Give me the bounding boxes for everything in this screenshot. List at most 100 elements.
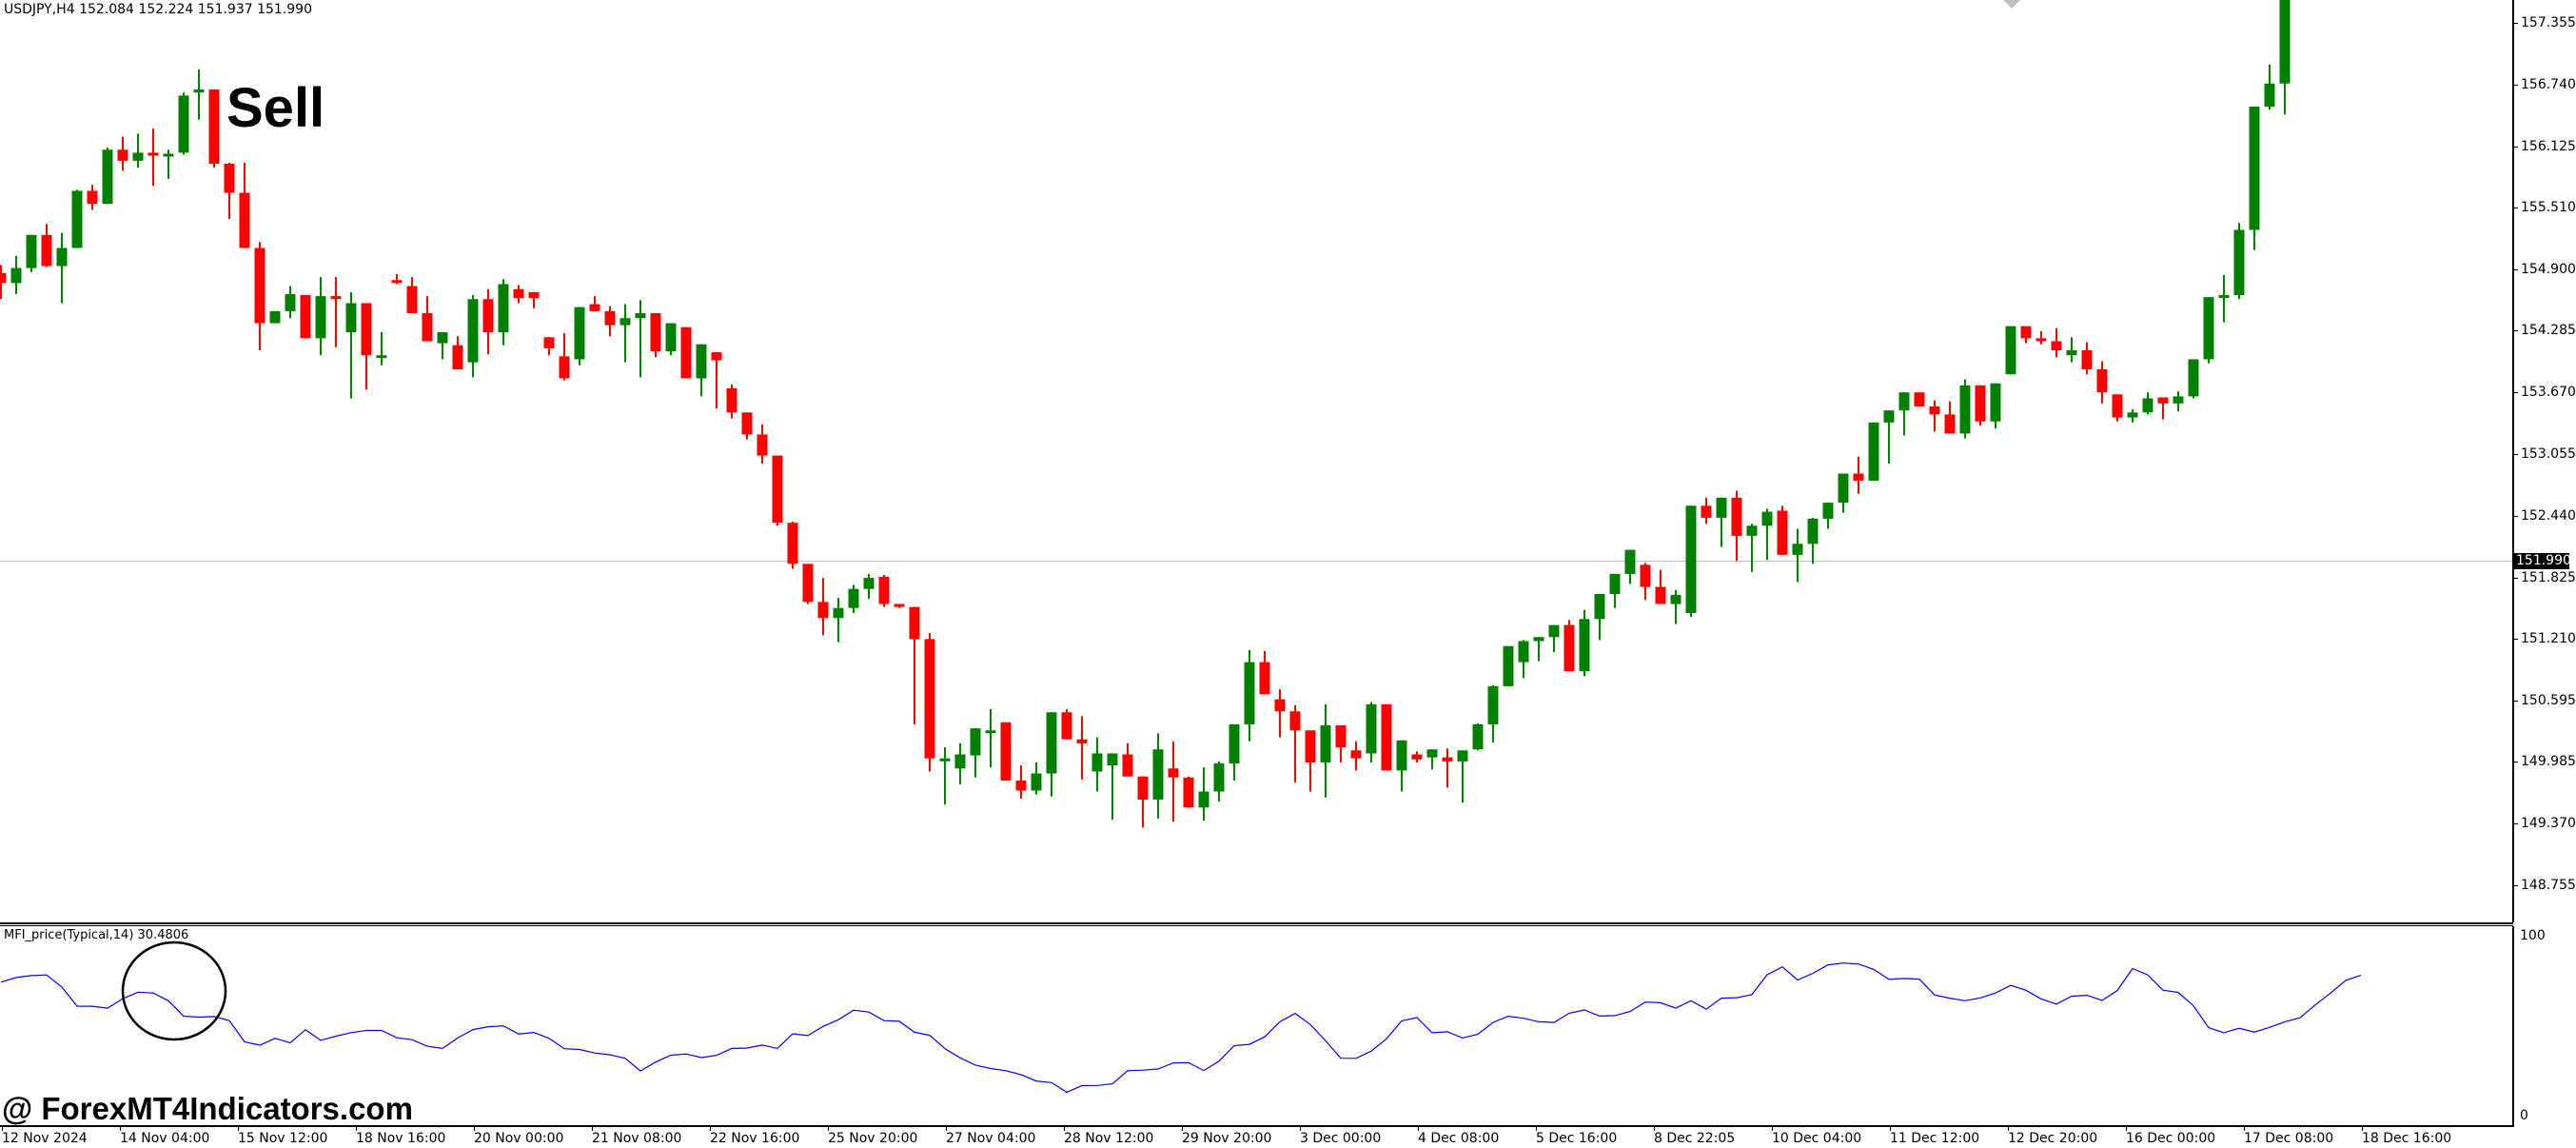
time-tick-label: 18 Dec 16:00 xyxy=(2362,1131,2452,1146)
candle xyxy=(635,300,646,378)
time-tick-label: 3 Dec 00:00 xyxy=(1300,1131,1382,1146)
mfi-line xyxy=(0,962,2362,1094)
time-tick-mark xyxy=(710,1125,711,1131)
time-tick-mark xyxy=(238,1125,239,1131)
candle xyxy=(1807,517,1819,564)
candle xyxy=(1076,716,1088,780)
time-tick-label: 14 Nov 04:00 xyxy=(120,1131,210,1146)
time-tick-label: 5 Dec 16:00 xyxy=(1536,1131,1618,1146)
time-axis[interactable]: 12 Nov 2024 14 Nov 04:00 15 Nov 12:00 18 No… xyxy=(0,1125,2514,1148)
candle xyxy=(1259,651,1270,695)
price-tick-mark xyxy=(2512,330,2518,331)
time-tick-label: 10 Dec 04:00 xyxy=(1772,1131,1862,1146)
candle xyxy=(147,129,159,187)
candle xyxy=(954,742,966,785)
time-tick-mark xyxy=(2362,1125,2363,1131)
candle xyxy=(1944,401,1956,434)
price-axis[interactable]: 157.355 156.740 156.125 155.510 154.900 154.2… xyxy=(2512,0,2576,922)
candle xyxy=(178,92,189,155)
candle xyxy=(1792,528,1803,583)
candle xyxy=(1015,765,1027,799)
price-tick-mark xyxy=(2512,85,2518,86)
candle xyxy=(985,709,996,768)
sell-signal-label: Sell xyxy=(226,77,325,139)
mfi-line-series xyxy=(0,962,2362,1094)
candle xyxy=(1655,569,1666,604)
candle xyxy=(117,136,128,171)
candle xyxy=(224,162,235,219)
mfi-axis[interactable]: 100 0 xyxy=(2512,926,2576,1125)
candle xyxy=(2051,327,2062,358)
pane-separator[interactable] xyxy=(0,922,2513,926)
candle xyxy=(1442,748,1453,788)
candle xyxy=(543,337,555,356)
price-tick-mark xyxy=(2512,578,2518,579)
price-chart-pane[interactable]: USDJPY,H4 152.084 152.224 151.937 151.99… xyxy=(0,0,2512,922)
candle xyxy=(878,574,890,607)
candle xyxy=(132,133,144,168)
time-tick-label: 16 Dec 00:00 xyxy=(2126,1131,2216,1146)
candle xyxy=(330,277,342,347)
time-tick-label: 12 Dec 20:00 xyxy=(2008,1131,2098,1146)
candle xyxy=(87,185,98,210)
time-tick-label: 22 Nov 16:00 xyxy=(710,1131,800,1146)
candle xyxy=(254,242,265,350)
candle xyxy=(680,327,692,379)
candle xyxy=(376,332,387,366)
candle xyxy=(1229,723,1240,781)
candle xyxy=(1411,751,1423,762)
candle xyxy=(1031,762,1042,795)
candle xyxy=(498,279,509,346)
candle xyxy=(315,277,326,356)
candle xyxy=(1898,392,1910,436)
candle xyxy=(2066,337,2077,363)
time-tick-label: 12 Nov 2024 xyxy=(2,1131,88,1146)
time-tick-label: 18 Nov 16:00 xyxy=(356,1131,446,1146)
time-tick-mark xyxy=(474,1125,475,1131)
price-tick-label: 150.595 xyxy=(2521,693,2576,708)
mfi-indicator-pane[interactable]: MFI_price(Typical,14) 30.4806 xyxy=(0,926,2512,1125)
candle xyxy=(1244,649,1255,742)
price-tick-label: 153.670 xyxy=(2521,385,2576,400)
candle xyxy=(1061,709,1072,740)
time-tick-mark xyxy=(1654,1125,1655,1131)
candle xyxy=(1381,703,1392,771)
time-tick-mark xyxy=(120,1125,121,1131)
price-tick-label: 155.510 xyxy=(2521,200,2576,215)
candle xyxy=(1731,490,1742,562)
mfi-axis-max-label: 100 xyxy=(2520,928,2546,943)
candle xyxy=(924,633,935,772)
price-tick-mark xyxy=(2512,516,2518,517)
mfi-indicator-title: MFI_price(Typical,14) 30.4806 xyxy=(4,928,189,942)
candle xyxy=(574,307,585,366)
candle xyxy=(208,89,220,168)
candle xyxy=(589,296,600,311)
time-tick-label: 11 Dec 12:00 xyxy=(1890,1131,1980,1146)
candle xyxy=(2081,342,2093,375)
candle xyxy=(71,189,83,248)
candle xyxy=(391,273,403,285)
price-tick-mark xyxy=(2512,392,2518,393)
time-tick-mark xyxy=(1300,1125,1301,1131)
chart-shift-marker-icon[interactable] xyxy=(2003,0,2020,9)
candle xyxy=(239,162,250,248)
time-tick-mark xyxy=(946,1125,947,1131)
time-tick-label: 28 Nov 12:00 xyxy=(1064,1131,1154,1146)
candle xyxy=(452,336,463,369)
candle xyxy=(1761,508,1773,561)
price-tick-mark xyxy=(2512,885,2518,886)
watermark-text: @ ForexMT4Indicators.com xyxy=(2,1091,413,1126)
candle xyxy=(1503,645,1514,686)
time-tick-mark xyxy=(828,1125,829,1131)
candle xyxy=(665,323,677,356)
price-tick-mark xyxy=(2512,147,2518,148)
candle xyxy=(513,285,524,304)
candle xyxy=(2233,223,2245,300)
candle xyxy=(1563,620,1575,672)
price-tick-label: 149.985 xyxy=(2521,754,2576,769)
candle xyxy=(604,306,616,337)
time-tick-mark xyxy=(2,1125,3,1131)
symbol-info-label: USDJPY,H4 152.084 152.224 151.937 151.99… xyxy=(4,2,312,17)
candle xyxy=(1366,702,1377,762)
